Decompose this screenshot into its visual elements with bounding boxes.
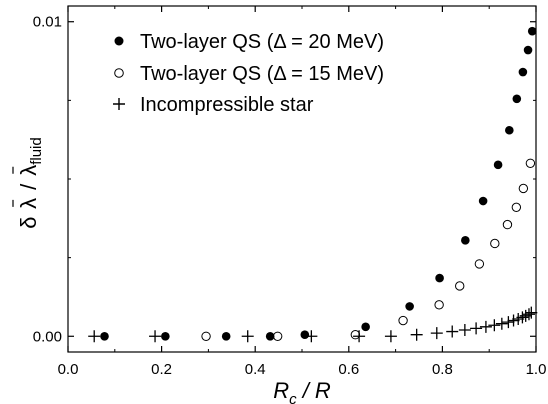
data-point-series-2 bbox=[474, 259, 485, 269]
data-point-series-3 bbox=[446, 325, 459, 338]
svg-text:δλ/λfluid: δλ/λfluid bbox=[16, 137, 45, 228]
legend: Two-layer QS (Δ = 20 MeV) Two-layer QS (… bbox=[113, 31, 384, 116]
data-point-series-3 bbox=[495, 317, 508, 330]
data-point-series-3 bbox=[525, 306, 538, 319]
y-tick-label: 0.01 bbox=[33, 14, 62, 31]
data-point-series-3 bbox=[88, 330, 101, 343]
data-point-series-1 bbox=[300, 330, 310, 340]
legend-label-series-3: Incompressible star bbox=[140, 94, 314, 116]
data-point-series-2 bbox=[525, 158, 536, 168]
y-axis-title: δλ/λfluid bbox=[16, 137, 45, 228]
data-point-series-2 bbox=[350, 330, 361, 340]
x-tick-label: 0.6 bbox=[338, 361, 359, 378]
data-point-series-1 bbox=[221, 331, 231, 341]
data-point-series-3 bbox=[470, 322, 483, 335]
data-point-series-3 bbox=[516, 311, 529, 324]
data-point-series-3 bbox=[479, 320, 492, 333]
x-tick-label: 0.0 bbox=[58, 361, 79, 378]
data-point-series-1 bbox=[265, 331, 275, 341]
data-point-series-3 bbox=[149, 330, 162, 343]
legend-marker-filled-circle bbox=[114, 36, 124, 46]
axis-tick-labels: 0.0 0.2 0.4 0.6 0.8 1.0 0.00 0.01 bbox=[33, 14, 547, 378]
data-point-series-2 bbox=[511, 202, 522, 213]
data-point-series-3 bbox=[241, 330, 254, 343]
data-point-series-3 bbox=[384, 330, 397, 343]
x-tick-label: 1.0 bbox=[526, 361, 547, 378]
data-point-series-3 bbox=[502, 316, 515, 329]
y-tick-label: 0.00 bbox=[33, 328, 62, 345]
data-point-series-2 bbox=[502, 219, 513, 230]
legend-marker-plus bbox=[113, 98, 125, 110]
data-point-series-3 bbox=[305, 330, 318, 343]
data-point-series-3 bbox=[507, 314, 520, 327]
data-point-series-1 bbox=[505, 125, 514, 135]
plot-frame bbox=[67, 5, 537, 353]
data-point-series-3 bbox=[488, 319, 501, 332]
data-point-series-2 bbox=[398, 315, 408, 326]
data-point-series-2 bbox=[455, 281, 465, 291]
x-tick-label: 0.2 bbox=[151, 361, 172, 378]
data-point-series-1 bbox=[161, 331, 170, 341]
data-point-series-1 bbox=[435, 273, 444, 283]
data-point-series-1 bbox=[461, 236, 470, 245]
data-point-series-2 bbox=[518, 183, 529, 194]
y-title-lambda-bar-1: λ bbox=[16, 198, 41, 209]
data-point-series-1 bbox=[405, 302, 414, 311]
data-point-series-3 bbox=[522, 308, 535, 321]
axis-ticks bbox=[67, 6, 537, 352]
data-point-series-2 bbox=[201, 331, 211, 341]
data-point-series-3 bbox=[410, 328, 423, 341]
y-title-lambda-bar-2: λ bbox=[16, 165, 41, 176]
data-point-series-1 bbox=[527, 26, 537, 36]
data-point-series-1 bbox=[100, 331, 109, 341]
data-point-series-2 bbox=[272, 331, 283, 341]
data-point-series-1 bbox=[478, 196, 488, 206]
x-tick-label: 0.8 bbox=[432, 361, 453, 378]
x-tick-label: 0.4 bbox=[245, 361, 266, 378]
data-point-series-1 bbox=[518, 67, 528, 77]
data-point-series-3 bbox=[519, 309, 532, 322]
data-point-series-1 bbox=[512, 94, 522, 104]
data-point-series-1 bbox=[361, 322, 370, 332]
data-point-series-3 bbox=[458, 323, 471, 336]
data-marks bbox=[88, 26, 538, 343]
data-point-series-2 bbox=[490, 238, 500, 249]
data-point-series-3 bbox=[353, 330, 366, 343]
data-point-series-3 bbox=[430, 327, 443, 340]
data-point-series-1 bbox=[523, 45, 533, 55]
data-point-series-1 bbox=[493, 160, 503, 170]
x-axis-title: Rc / R bbox=[273, 378, 331, 404]
legend-label-series-2: Two-layer QS (Δ = 15 MeV) bbox=[140, 63, 384, 85]
data-point-series-2 bbox=[434, 300, 444, 310]
legend-label-series-1: Two-layer QS (Δ = 20 MeV) bbox=[140, 31, 384, 53]
legend-marker-open-circle bbox=[114, 68, 124, 78]
